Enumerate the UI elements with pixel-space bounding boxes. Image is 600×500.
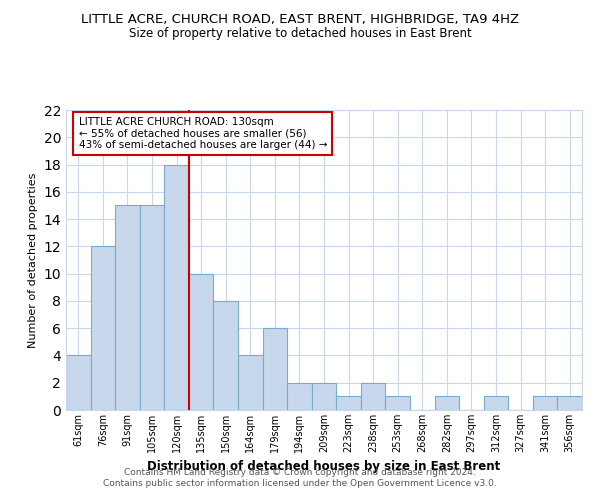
Text: LITTLE ACRE CHURCH ROAD: 130sqm
← 55% of detached houses are smaller (56)
43% of: LITTLE ACRE CHURCH ROAD: 130sqm ← 55% of… bbox=[79, 117, 327, 150]
Bar bbox=[189, 274, 214, 410]
Bar bbox=[91, 246, 115, 410]
Bar bbox=[385, 396, 410, 410]
Bar bbox=[557, 396, 582, 410]
Bar bbox=[312, 382, 336, 410]
Text: LITTLE ACRE, CHURCH ROAD, EAST BRENT, HIGHBRIDGE, TA9 4HZ: LITTLE ACRE, CHURCH ROAD, EAST BRENT, HI… bbox=[81, 12, 519, 26]
Bar bbox=[238, 356, 263, 410]
Bar bbox=[336, 396, 361, 410]
Bar bbox=[140, 206, 164, 410]
Bar bbox=[287, 382, 312, 410]
X-axis label: Distribution of detached houses by size in East Brent: Distribution of detached houses by size … bbox=[148, 460, 500, 473]
Bar bbox=[533, 396, 557, 410]
Bar bbox=[361, 382, 385, 410]
Bar bbox=[434, 396, 459, 410]
Bar bbox=[164, 164, 189, 410]
Bar bbox=[263, 328, 287, 410]
Bar bbox=[484, 396, 508, 410]
Bar bbox=[66, 356, 91, 410]
Text: Contains HM Land Registry data © Crown copyright and database right 2024.
Contai: Contains HM Land Registry data © Crown c… bbox=[103, 468, 497, 487]
Text: Size of property relative to detached houses in East Brent: Size of property relative to detached ho… bbox=[128, 28, 472, 40]
Bar bbox=[214, 301, 238, 410]
Y-axis label: Number of detached properties: Number of detached properties bbox=[28, 172, 38, 348]
Bar bbox=[115, 206, 140, 410]
